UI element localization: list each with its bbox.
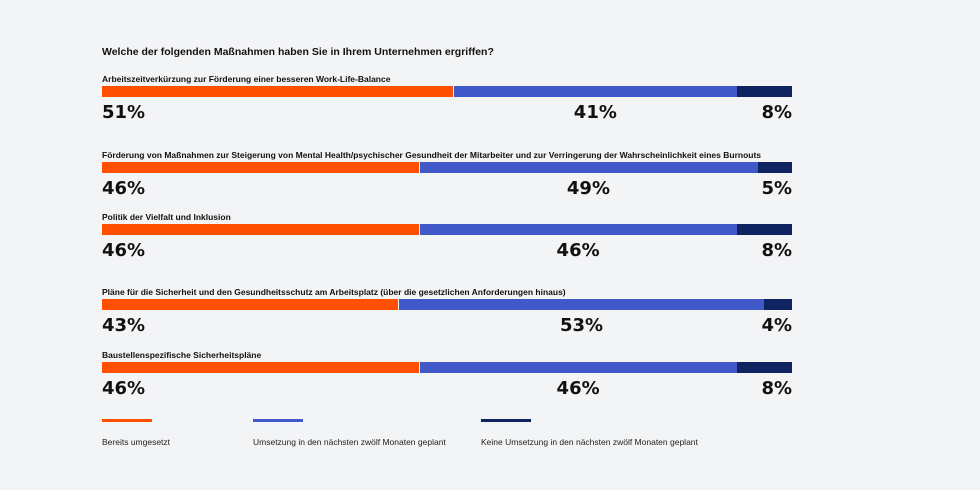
value-label: 8% xyxy=(761,102,792,123)
bar-segment-1 xyxy=(102,224,419,235)
category-label: Förderung von Maßnahmen zur Steigerung v… xyxy=(102,150,762,160)
legend-label: Bereits umgesetzt xyxy=(102,437,171,447)
value-label: 43% xyxy=(102,315,146,336)
stacked-bar xyxy=(102,162,792,173)
bar-segment-1 xyxy=(102,362,419,373)
bar-segment-3 xyxy=(757,162,792,173)
value-label: 46% xyxy=(556,240,600,261)
value-labels: 46% 46% 8% xyxy=(102,373,792,399)
stacked-bar xyxy=(102,224,792,235)
bar-segment-2 xyxy=(453,86,737,97)
value-label: 46% xyxy=(102,378,146,399)
value-label: 46% xyxy=(102,240,146,261)
legend-item: Bereits umgesetzt xyxy=(102,419,170,447)
category-label: Politik der Vielfalt und Inklusion xyxy=(102,212,231,222)
chart-row: Baustellenspezifische Sicherheitspläne 46… xyxy=(102,350,792,399)
legend-item: Umsetzung in den nächsten zwölf Monaten … xyxy=(253,419,446,447)
value-labels: 51% 41% 8% xyxy=(102,97,792,123)
value-labels: 43% 53% 4% xyxy=(102,310,792,336)
chart-row: Arbeitszeitverkürzung zur Förderung eine… xyxy=(102,74,792,123)
stacked-bar xyxy=(102,362,792,373)
value-label: 4% xyxy=(761,315,792,336)
chart-row: Förderung von Maßnahmen zur Steigerung v… xyxy=(102,150,792,199)
bar-segment-3 xyxy=(736,86,792,97)
value-label: 41% xyxy=(573,102,617,123)
bar-segment-2 xyxy=(398,299,765,310)
bar-segment-3 xyxy=(764,299,792,310)
bar-segment-1 xyxy=(102,162,419,173)
bar-segment-2 xyxy=(418,162,758,173)
value-label: 51% xyxy=(102,102,146,123)
value-label: 46% xyxy=(102,178,146,199)
value-label: 49% xyxy=(566,178,610,199)
legend-item: Keine Umsetzung in den nächsten zwölf Mo… xyxy=(481,419,698,447)
legend-label: Keine Umsetzung in den nächsten zwölf Mo… xyxy=(481,437,698,447)
bar-segment-3 xyxy=(736,224,792,235)
value-labels: 46% 46% 8% xyxy=(102,235,792,261)
chart-title: Welche der folgenden Maßnahmen haben Sie… xyxy=(102,46,494,58)
chart-row: Pläne für die Sicherheit und den Gesundh… xyxy=(102,287,792,336)
value-label: 8% xyxy=(761,240,792,261)
category-label: Baustellenspezifische Sicherheitspläne xyxy=(102,350,262,360)
category-label: Pläne für die Sicherheit und den Gesundh… xyxy=(102,287,566,297)
bar-segment-2 xyxy=(418,362,737,373)
bar-segment-2 xyxy=(418,224,737,235)
value-label: 5% xyxy=(761,178,792,199)
category-label: Arbeitszeitverkürzung zur Förderung eine… xyxy=(102,74,391,84)
bar-segment-1 xyxy=(102,299,399,310)
value-label: 46% xyxy=(556,378,600,399)
bar-segment-3 xyxy=(736,362,792,373)
value-label: 8% xyxy=(761,378,792,399)
legend-swatch xyxy=(253,419,303,422)
legend-label: Umsetzung in den nächsten zwölf Monaten … xyxy=(253,437,446,447)
chart-row: Politik der Vielfalt und Inklusion 46% 46%… xyxy=(102,212,792,261)
legend-swatch xyxy=(481,419,531,422)
legend-swatch xyxy=(102,419,152,422)
bar-segment-1 xyxy=(102,86,454,97)
value-label: 53% xyxy=(560,315,604,336)
value-labels: 46% 49% 5% xyxy=(102,173,792,199)
stacked-bar xyxy=(102,86,792,97)
stacked-bar xyxy=(102,299,792,310)
